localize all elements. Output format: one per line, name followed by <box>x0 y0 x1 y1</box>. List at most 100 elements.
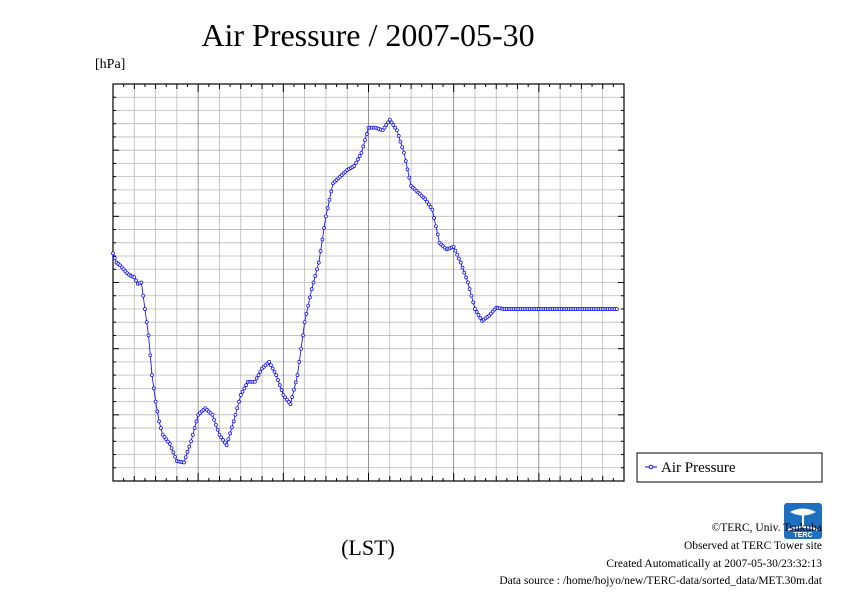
data-point <box>219 435 224 440</box>
data-point <box>276 378 280 382</box>
data-point <box>395 128 399 133</box>
data-point <box>301 333 305 338</box>
data-point <box>405 167 410 172</box>
x-axis-label: (LST) <box>341 535 395 560</box>
data-point <box>352 164 357 168</box>
data-point <box>315 267 319 272</box>
data-point <box>466 280 470 285</box>
data-point <box>361 144 366 149</box>
data-point <box>325 206 330 210</box>
data-point <box>151 386 156 391</box>
data-point <box>269 363 273 368</box>
data-point <box>146 333 151 338</box>
data-point <box>221 438 225 442</box>
data-point <box>267 360 271 364</box>
data-point <box>306 303 311 308</box>
data-point <box>460 265 465 270</box>
data-point <box>192 426 197 430</box>
data-point <box>473 307 477 311</box>
data-point <box>457 256 461 261</box>
data-point <box>464 275 468 280</box>
data-point <box>386 120 390 125</box>
footer-copyright: ©TERC, Univ. Tsukuba <box>712 522 822 534</box>
data-point <box>428 205 433 209</box>
data-point <box>430 207 435 212</box>
data-point <box>272 369 277 374</box>
data-point <box>363 138 367 143</box>
data-point <box>299 346 303 351</box>
data-point <box>112 256 117 260</box>
data-point <box>183 455 188 460</box>
data-point <box>238 393 243 397</box>
data-point <box>237 399 241 404</box>
data-point <box>141 293 146 298</box>
data-point <box>254 376 259 381</box>
data-point <box>453 248 458 253</box>
data-point <box>160 432 165 437</box>
data-point <box>171 450 176 455</box>
data-point <box>153 399 158 404</box>
footer-source: Data source : /home/hojyo/new/TERC-data/… <box>499 575 822 587</box>
data-point <box>167 442 172 446</box>
data-point <box>210 412 215 417</box>
data-point <box>308 295 312 300</box>
data-point <box>290 395 295 399</box>
data-point <box>455 252 460 257</box>
data-point <box>318 249 323 253</box>
data-point <box>244 383 248 387</box>
data-point <box>240 389 245 394</box>
data-point <box>159 426 163 430</box>
data-point <box>283 395 287 400</box>
data-point <box>235 406 240 411</box>
data-point <box>222 440 227 445</box>
data-point <box>396 134 401 138</box>
legend: Air Pressure <box>636 452 823 483</box>
data-point <box>384 123 389 127</box>
data-point <box>354 160 358 165</box>
series-line <box>112 118 617 463</box>
data-point <box>313 274 318 278</box>
data-point <box>166 439 170 444</box>
data-point <box>143 307 147 311</box>
data-point <box>458 260 463 265</box>
data-point <box>226 437 231 442</box>
data-point <box>407 175 412 180</box>
data-point <box>387 117 392 122</box>
data-point <box>285 397 289 402</box>
data-point <box>359 150 364 155</box>
data-point <box>228 431 232 436</box>
data-point <box>329 189 334 194</box>
data-point <box>327 197 332 202</box>
data-point <box>316 260 321 265</box>
data-point <box>187 444 192 449</box>
data-point <box>426 202 431 207</box>
data-point <box>169 446 174 451</box>
data-point <box>322 226 326 230</box>
data-point <box>144 320 149 325</box>
data-point <box>478 316 483 320</box>
data-point <box>185 450 190 454</box>
data-point <box>357 154 362 158</box>
data-point <box>274 373 279 377</box>
data-point <box>214 422 218 427</box>
data-point <box>215 427 220 432</box>
data-point <box>364 132 369 136</box>
legend-label: Air Pressure <box>661 460 736 476</box>
legend-marker <box>648 464 654 470</box>
data-point <box>451 244 456 249</box>
data-point <box>190 432 195 437</box>
terc-logo: TERC <box>784 503 822 539</box>
data-point <box>194 419 199 424</box>
grid-lines <box>113 84 624 481</box>
axis-ticks <box>112 84 625 481</box>
data-point <box>139 280 144 285</box>
data-point <box>111 251 115 256</box>
data-point <box>212 417 216 422</box>
data-point <box>382 125 387 130</box>
data-point <box>389 120 394 125</box>
data-point <box>256 373 261 377</box>
data-point <box>173 454 177 459</box>
data-point <box>253 379 257 384</box>
y-unit-label: [hPa] <box>95 57 125 72</box>
logo-wave-shape <box>790 508 816 516</box>
